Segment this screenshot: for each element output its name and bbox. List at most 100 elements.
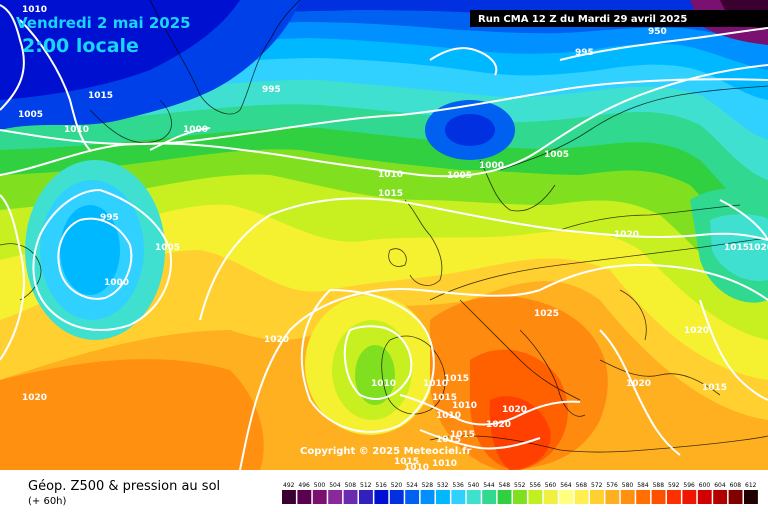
legend-swatch-20 bbox=[590, 490, 604, 504]
pressure-label-ad: 1020 bbox=[502, 405, 527, 415]
pressure-label-ab: 1010 bbox=[452, 401, 477, 411]
legend-swatch-21 bbox=[605, 490, 620, 504]
legend-swatch-5 bbox=[359, 490, 373, 504]
pressure-label-ae: 1020 bbox=[486, 420, 511, 430]
legend-value-20: 572 bbox=[591, 482, 603, 489]
geopotential-field: 1010 1015 1005 1010 995 1000 995 1005 10… bbox=[0, 0, 768, 473]
legend-value-10: 532 bbox=[437, 482, 449, 489]
legend-value-24: 588 bbox=[653, 482, 665, 489]
legend-swatch-6 bbox=[374, 490, 389, 504]
legend-value-4: 508 bbox=[345, 482, 357, 489]
pressure-label-d: 1010 bbox=[64, 125, 89, 135]
legend-value-17: 560 bbox=[545, 482, 557, 489]
pressure-label-h: 1005 bbox=[155, 243, 180, 253]
legend-value-19: 568 bbox=[576, 482, 588, 489]
pressure-label-f: 1000 bbox=[183, 125, 208, 135]
legend-value-11: 536 bbox=[452, 482, 464, 489]
legend-value-1: 496 bbox=[298, 482, 310, 489]
legend-value-22: 580 bbox=[622, 482, 634, 489]
pressure-label-ag: 1015 bbox=[436, 435, 461, 445]
legend-swatch-2 bbox=[312, 490, 327, 504]
legend-value-13: 544 bbox=[483, 482, 495, 489]
pressure-label-c: 1005 bbox=[18, 110, 43, 120]
pressure-label-al: 1020 bbox=[748, 243, 768, 253]
pressure-label-q: 1015 bbox=[724, 243, 749, 253]
pressure-label-aj: 950 bbox=[648, 27, 667, 37]
pressure-label-z: 1010 bbox=[423, 379, 448, 389]
pressure-label-ai: 1010 bbox=[432, 459, 457, 469]
date-line: Vendredi 2 mai 2025 bbox=[16, 14, 191, 32]
legend-swatch-1 bbox=[297, 490, 312, 504]
legend-swatch-13 bbox=[482, 490, 497, 504]
legend-value-12: 540 bbox=[468, 482, 480, 489]
legend-swatch-0 bbox=[282, 490, 296, 504]
legend-value-2: 500 bbox=[314, 482, 326, 489]
legend-swatch-9 bbox=[420, 490, 435, 504]
legend-value-25: 592 bbox=[668, 482, 680, 489]
legend-swatch-23 bbox=[636, 490, 651, 504]
legend-value-30: 612 bbox=[745, 482, 757, 489]
pressure-label-t: 1020 bbox=[684, 326, 709, 336]
pressure-label-r: 1015 bbox=[702, 383, 727, 393]
legend-value-6: 516 bbox=[375, 482, 387, 489]
legend-swatch-29 bbox=[728, 490, 743, 504]
pressure-label-y: 1010 bbox=[371, 379, 396, 389]
legend-value-29: 608 bbox=[730, 482, 742, 489]
pressure-label-g: 995 bbox=[100, 213, 119, 223]
pressure-label-af: 1015 bbox=[450, 430, 475, 440]
pressure-label-j: 1010 bbox=[378, 170, 403, 180]
legend-swatch-30 bbox=[744, 490, 758, 504]
pressure-label-k: 1015 bbox=[378, 189, 403, 199]
pressure-label-b: 1015 bbox=[88, 91, 113, 101]
pressure-label-ah: 1015 bbox=[394, 457, 419, 467]
pressure-labels: 1010 1015 1005 1010 995 1000 995 1005 10… bbox=[18, 5, 768, 473]
map-caption: Géop. Z500 & pression au sol bbox=[28, 479, 220, 494]
legend-swatch-16 bbox=[528, 490, 543, 504]
legend-swatch-25 bbox=[667, 490, 681, 504]
pressure-label-ak: 1010 bbox=[404, 463, 429, 473]
legend-value-27: 600 bbox=[699, 482, 711, 489]
pressure-label-e: 995 bbox=[262, 85, 281, 95]
coastlines bbox=[0, 0, 768, 453]
legend-swatch-12 bbox=[466, 490, 481, 504]
legend-swatch-4 bbox=[343, 490, 358, 504]
pressure-label-aa: 1015 bbox=[432, 393, 457, 403]
legend-value-3: 504 bbox=[329, 482, 341, 489]
pressure-label-v: 1020 bbox=[264, 335, 289, 345]
pressure-label-n: 1005 bbox=[544, 150, 569, 160]
legend-value-0: 492 bbox=[283, 482, 295, 489]
legend-swatch-7 bbox=[389, 490, 404, 504]
legend-value-26: 596 bbox=[683, 482, 695, 489]
isobars bbox=[0, 4, 768, 470]
run-label-box bbox=[470, 10, 768, 27]
pressure-label-m: 1000 bbox=[479, 161, 504, 171]
legend-value-7: 520 bbox=[391, 482, 403, 489]
run-label: Run CMA 12 Z du Mardi 29 avril 2025 bbox=[478, 14, 687, 25]
color-legend: 492 496 500 504 508 512 516 520 524 528 532 536 540 5… bbox=[282, 482, 758, 504]
pressure-label-x: 1020 bbox=[22, 393, 47, 403]
legend-swatch-17 bbox=[543, 490, 558, 504]
legend-value-16: 556 bbox=[529, 482, 541, 489]
legend-swatch-18 bbox=[559, 490, 574, 504]
legend-swatch-3 bbox=[328, 490, 343, 504]
legend-swatch-15 bbox=[513, 490, 527, 504]
legend-value-18: 564 bbox=[560, 482, 572, 489]
pressure-label-ac: 1010 bbox=[436, 411, 461, 421]
pressure-label-i: 1000 bbox=[104, 278, 129, 288]
legend-swatch-10 bbox=[436, 490, 450, 504]
pressure-label-o: 995 bbox=[575, 48, 594, 58]
pressure-label-p: 1020 bbox=[614, 230, 639, 240]
legend-swatch-11 bbox=[451, 490, 466, 504]
legend-swatch-26 bbox=[682, 490, 697, 504]
pressure-label-l: 1005 bbox=[447, 171, 472, 181]
legend-value-14: 548 bbox=[499, 482, 511, 489]
legend-swatch-14 bbox=[497, 490, 512, 504]
legend-swatch-19 bbox=[574, 490, 589, 504]
legend-swatch-8 bbox=[405, 490, 420, 504]
legend-value-15: 552 bbox=[514, 482, 526, 489]
pressure-label-s: 1025 bbox=[534, 309, 559, 319]
legend-value-9: 528 bbox=[422, 482, 434, 489]
legend-value-21: 576 bbox=[606, 482, 618, 489]
legend-value-5: 512 bbox=[360, 482, 372, 489]
